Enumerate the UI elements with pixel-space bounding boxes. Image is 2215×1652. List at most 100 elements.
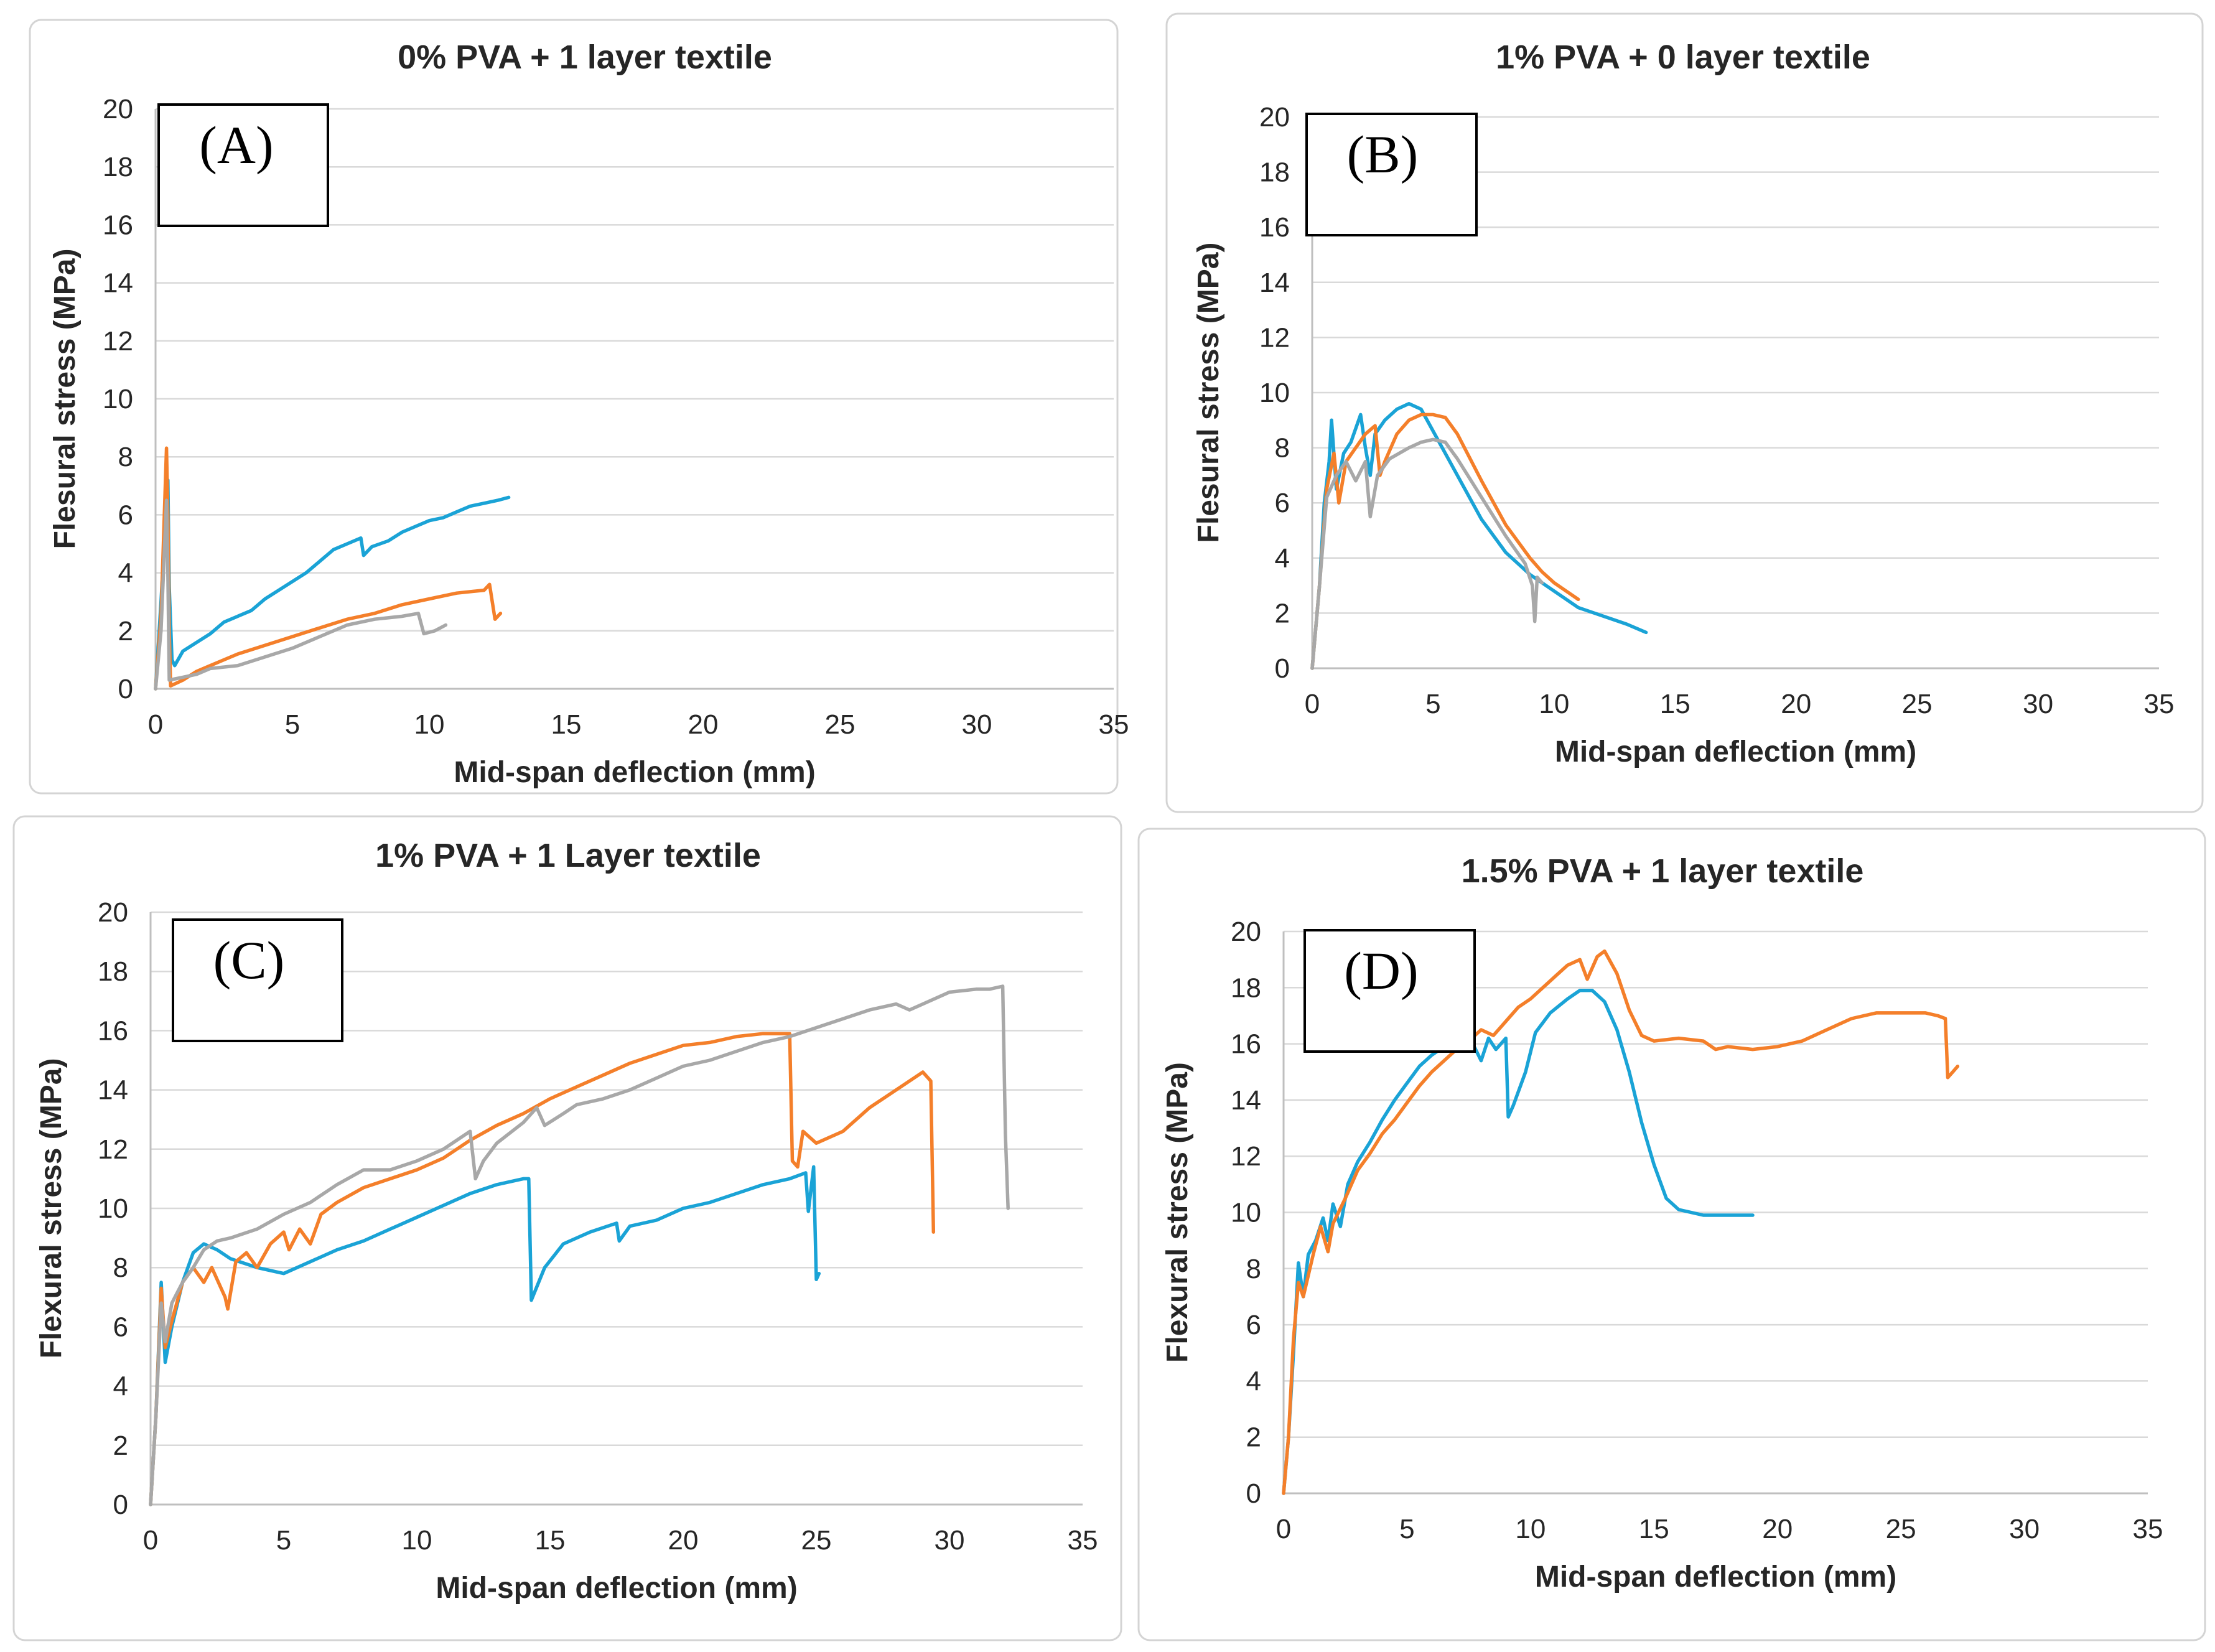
x-tick-label: 25 [801,1525,832,1556]
panel-label: (A) [199,115,273,175]
x-tick-label: 20 [1762,1514,1793,1544]
x-tick-label: 5 [1399,1514,1414,1544]
chart-panel-d: 0 2 4 6 8 10 12 14 16 18 20 0 5 10 15 20 25 30 35 1.5% PVA … [1137,828,2206,1641]
series-line-3 [154,498,448,691]
chart-title: 1.5% PVA + 1 layer textile [1462,852,1864,890]
x-tick-label: 15 [535,1525,566,1556]
x-tick-label: 0 [143,1525,158,1556]
y-tick-label: 8 [113,1253,128,1283]
x-tick-label: 30 [2023,689,2053,719]
y-tick-label: 6 [113,1312,128,1342]
x-tick-label: 10 [1539,689,1569,719]
y-tick-label: 18 [1259,157,1290,188]
y-tick-label: 0 [1246,1478,1261,1509]
y-tick-label: 14 [98,1075,128,1106]
series-line-1 [154,478,511,691]
x-tick-label: 20 [1781,689,1811,719]
y-tick-label: 18 [103,152,133,182]
y-tick-label: 12 [103,326,133,357]
x-axis-label: Mid-span deflection (mm) [1555,735,1916,768]
y-tick-label: 8 [1275,433,1290,464]
x-tick-label: 0 [1276,1514,1291,1544]
panel-label: (C) [213,930,285,990]
y-tick-label: 8 [118,442,133,472]
x-tick-label: 35 [2133,1514,2163,1544]
y-tick-label: 20 [103,94,133,124]
x-tick-label: 20 [688,709,719,740]
y-tick-label: 14 [1259,268,1290,298]
y-tick-label: 0 [113,1490,128,1520]
x-tick-label: 5 [1425,689,1440,719]
x-tick-label: 30 [935,1525,965,1556]
series-line-2 [1310,413,1580,670]
y-tick-label: 2 [1246,1422,1261,1453]
panel-label-box [1305,113,1478,236]
chart-panel-a: 0 2 4 6 8 10 12 14 16 18 20 0 5 10 15 20 25 30 35 0% PVA + … [29,19,1129,795]
y-tick-label: 16 [103,210,133,240]
y-axis-label: Flesural stress (MPa) [49,249,82,549]
chart-frame [1137,828,2206,1641]
panel-label-box [1303,929,1476,1053]
y-tick-label: 10 [1231,1198,1261,1228]
y-tick-label: 2 [113,1430,128,1461]
series-line-3 [1310,437,1544,670]
series-line-2 [149,1032,936,1506]
chart-title: 0% PVA + 1 layer textile [398,39,772,76]
y-tick-label: 2 [118,616,133,646]
x-tick-label: 0 [148,709,163,740]
x-tick-label: 15 [1660,689,1690,719]
y-tick-label: 10 [1259,378,1290,408]
x-tick-label: 35 [1068,1525,1098,1556]
y-tick-label: 14 [1231,1085,1261,1116]
x-tick-label: 25 [1886,1514,1916,1544]
y-tick-label: 4 [1275,543,1290,574]
x-tick-label: 10 [402,1525,432,1556]
x-tick-label: 35 [1099,709,1129,740]
x-axis-label: Mid-span deflection (mm) [436,1572,797,1605]
y-tick-label: 0 [118,674,133,704]
x-tick-label: 15 [551,709,582,740]
x-axis-label: Mid-span deflection (mm) [454,756,815,789]
y-tick-label: 12 [1259,322,1290,353]
y-tick-label: 20 [98,897,128,928]
series-line-1 [149,1165,821,1506]
y-axis-label: Flesural stress (MPa) [1192,243,1225,543]
y-tick-label: 16 [1259,212,1290,243]
chart-title: 1% PVA + 1 Layer textile [375,837,761,874]
y-tick-label: 0 [1275,653,1290,684]
panel-label: (B) [1347,124,1419,184]
x-tick-label: 25 [825,709,856,740]
y-tick-label: 10 [103,384,133,414]
x-tick-label: 30 [2009,1514,2040,1544]
panel-label-box [157,103,329,227]
x-tick-label: 20 [668,1525,699,1556]
x-tick-label: 5 [285,709,300,740]
y-tick-label: 6 [1246,1310,1261,1340]
series-line-2 [1282,949,1960,1495]
y-tick-label: 2 [1275,598,1290,628]
panel-label-box [172,918,343,1042]
panel-label: (D) [1344,941,1418,1001]
x-axis-label: Mid-span deflection (mm) [1535,1561,1896,1594]
x-tick-label: 10 [414,709,445,740]
y-tick-label: 12 [98,1134,128,1165]
y-tick-label: 14 [103,268,133,299]
y-axis-label: Flexural stress (MPa) [1161,1062,1194,1363]
y-tick-label: 16 [98,1015,128,1046]
y-tick-label: 4 [113,1371,128,1402]
x-tick-label: 5 [276,1525,291,1556]
y-tick-label: 6 [118,500,133,530]
series-line-1 [1310,401,1648,670]
x-tick-label: 35 [2144,689,2175,719]
x-tick-label: 30 [962,709,992,740]
chart-panel-b: 0 2 4 6 8 10 12 14 16 18 20 0 5 10 15 20 25 30 35 1% PVA + … [1165,12,2204,813]
y-tick-label: 20 [1259,102,1290,133]
chart-title: 1% PVA + 0 layer textile [1496,39,1870,76]
chart-panel-c: 0 2 4 6 8 10 12 14 16 18 20 0 5 10 15 20 25 30 35 1% PVA + … [12,815,1122,1641]
series-line-3 [149,984,1010,1506]
y-tick-label: 18 [98,956,128,987]
x-tick-label: 0 [1305,689,1320,719]
y-tick-label: 18 [1231,973,1261,1003]
y-tick-label: 10 [98,1193,128,1224]
